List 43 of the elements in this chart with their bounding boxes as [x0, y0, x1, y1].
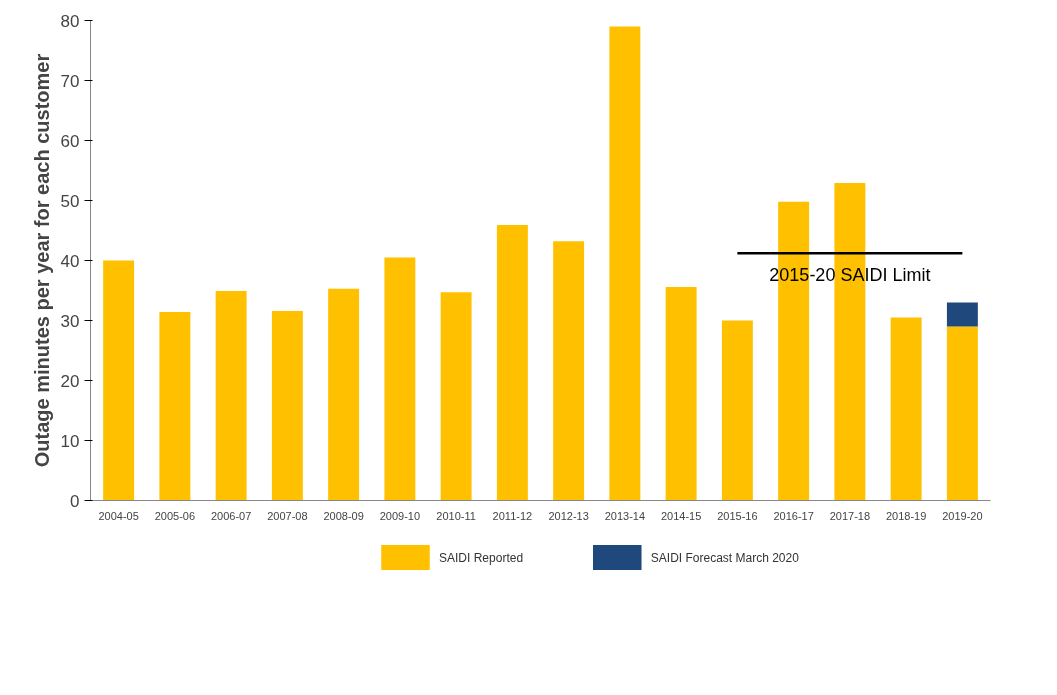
y-tick-label: 40	[60, 251, 80, 271]
y-tick-label: 70	[60, 71, 80, 91]
y-tick-label: 10	[60, 431, 80, 451]
x-tick-label: 2010-11	[436, 509, 476, 522]
x-tick-label: 2008-09	[323, 509, 364, 522]
bar	[215, 291, 247, 501]
legend-label: SAIDI Reported	[439, 550, 524, 565]
bar	[384, 257, 416, 501]
bar	[946, 326, 978, 501]
bar	[946, 302, 978, 327]
x-tick-label: 2017-18	[829, 509, 871, 522]
x-tick-label: 2005-06	[154, 509, 196, 522]
bar	[496, 225, 528, 501]
bar	[103, 260, 135, 501]
y-tick-label: 0	[70, 491, 80, 511]
x-tick-label: 2013-14	[604, 509, 646, 522]
x-tick-label: 2018-19	[885, 509, 927, 522]
x-tick-label: 2015-16	[717, 509, 758, 522]
bar	[159, 312, 191, 501]
x-tick-label: 2007-08	[267, 509, 308, 522]
y-tick-label: 20	[60, 371, 80, 391]
x-tick-label: 2012-13	[548, 509, 589, 522]
x-tick-label: 2009-10	[379, 509, 421, 522]
y-tick-label: 30	[60, 311, 80, 331]
bar	[553, 241, 585, 501]
x-tick-label: 2004-05	[98, 509, 139, 522]
y-tick-label: 80	[60, 11, 80, 31]
y-tick-label: 60	[60, 131, 80, 151]
bar	[440, 292, 472, 501]
x-tick-label: 2014-15	[660, 509, 702, 522]
bar	[665, 286, 697, 501]
bar	[721, 320, 753, 501]
bar	[328, 288, 360, 501]
x-tick-label: 2006-07	[210, 509, 252, 522]
bar	[271, 310, 303, 501]
x-tick-label: 2011-12	[492, 509, 533, 522]
x-tick-label: 2019-20	[942, 509, 983, 522]
bar	[609, 26, 641, 501]
legend-label: SAIDI Forecast March 2020	[650, 550, 800, 565]
x-tick-label: 2016-17	[773, 509, 814, 522]
bar	[890, 317, 922, 501]
y-axis-title: Outage minutes per year for each customer	[30, 53, 53, 468]
y-tick-label: 50	[60, 191, 80, 211]
